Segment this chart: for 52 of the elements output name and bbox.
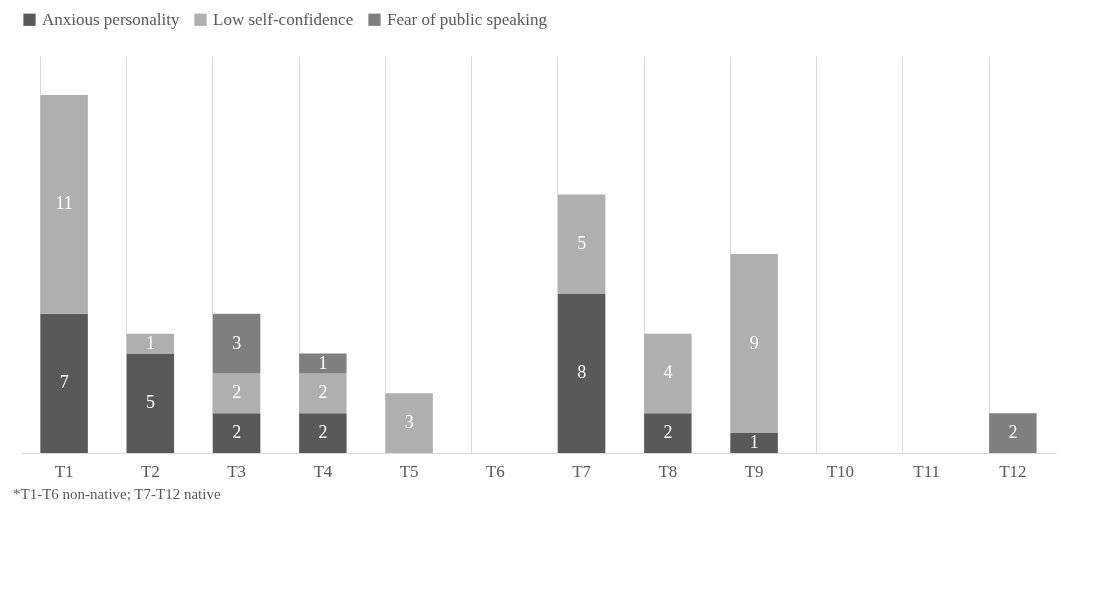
x-tick-label: T12	[999, 461, 1027, 481]
x-tick-label: T6	[485, 461, 505, 481]
data-label: 1	[318, 352, 328, 373]
bar	[557, 194, 606, 294]
data-label: 8	[577, 362, 587, 383]
bar	[557, 293, 606, 453]
legend-label: Low self-confidence	[213, 9, 354, 29]
data-label: 4	[663, 362, 673, 383]
data-label: 2	[663, 422, 673, 443]
x-tick-label: T1	[54, 461, 74, 481]
bar	[212, 373, 261, 414]
data-label: 2	[1008, 422, 1018, 443]
data-label: 2	[318, 422, 328, 443]
data-label: 3	[232, 332, 242, 353]
legend-label: Fear of public speaking	[387, 9, 548, 29]
x-tick-label: T3	[227, 461, 247, 481]
data-label: 2	[232, 422, 242, 443]
data-label: 11	[55, 193, 73, 214]
bar	[989, 413, 1037, 453]
data-label: 3	[404, 412, 414, 433]
bar	[730, 433, 778, 453]
data-label: 2	[318, 382, 328, 403]
bar	[40, 313, 88, 453]
x-tick-label: T7	[572, 461, 592, 481]
bar	[299, 373, 347, 414]
data-label: 2	[232, 382, 242, 403]
bar	[212, 413, 261, 453]
data-label: 5	[577, 233, 587, 254]
x-tick-label: T5	[399, 461, 419, 481]
data-label: 7	[59, 372, 69, 393]
text: *T1-T6 non-native; T7-T12 native	[13, 486, 221, 502]
data-label: 1	[145, 332, 155, 353]
bar	[299, 413, 347, 453]
bar	[644, 333, 692, 414]
bar	[385, 393, 433, 453]
x-tick-label: T2	[140, 461, 160, 481]
bar	[40, 95, 88, 314]
x-tick-label: T8	[658, 461, 678, 481]
x-tick-label: T9	[744, 461, 764, 481]
x-tick-label: T4	[313, 461, 333, 481]
bar	[126, 333, 175, 354]
bar	[299, 353, 347, 374]
x-tick-label: T10	[826, 461, 855, 481]
bar	[126, 353, 175, 453]
data-label: 1	[749, 432, 759, 453]
bar	[730, 254, 778, 434]
x-tick-label: T11	[913, 461, 941, 481]
legend-label: Anxious personality	[42, 9, 180, 29]
data-label: 9	[749, 332, 759, 353]
bar	[644, 413, 692, 453]
data-label: 5	[145, 392, 155, 413]
bar	[212, 313, 261, 374]
